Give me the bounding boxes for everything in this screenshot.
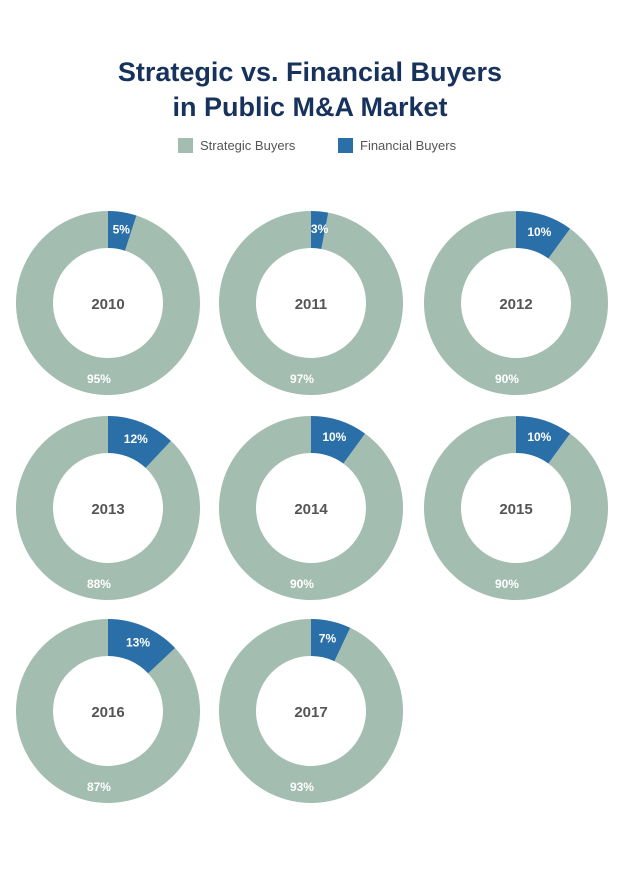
slice-strategic-2016 bbox=[15, 619, 200, 803]
donut-chart-2014: 2014 10% 90% bbox=[218, 416, 403, 600]
financial-value-label-2014: 10% bbox=[322, 430, 346, 444]
financial-value-label-2016: 13% bbox=[126, 636, 150, 650]
year-label-2016: 2016 bbox=[91, 704, 124, 721]
year-label-2011: 2011 bbox=[295, 296, 328, 313]
slice-financial-2013 bbox=[108, 416, 171, 468]
year-label-2013: 2013 bbox=[91, 501, 124, 518]
slice-financial-2010 bbox=[108, 211, 137, 251]
legend-swatch-strategic bbox=[178, 138, 193, 153]
year-label-2010: 2010 bbox=[91, 296, 124, 313]
strategic-value-label-2017: 93% bbox=[290, 780, 314, 794]
financial-value-label-2017: 7% bbox=[319, 631, 337, 645]
year-label-2017: 2017 bbox=[294, 704, 327, 721]
strategic-value-label-2016: 87% bbox=[87, 780, 111, 794]
donut-chart-2017: 2017 7% 93% bbox=[219, 619, 404, 804]
strategic-value-label-2012: 90% bbox=[495, 372, 519, 386]
slice-strategic-2017 bbox=[219, 619, 404, 804]
donut-chart-2010: 2010 5% 95% bbox=[16, 211, 200, 395]
donut-chart-2015: 2015 10% 90% bbox=[424, 416, 608, 600]
slice-financial-2015 bbox=[516, 416, 571, 464]
strategic-value-label-2010: 95% bbox=[87, 372, 111, 386]
donut-chart-2012: 2012 10% 90% bbox=[424, 211, 608, 395]
slice-financial-2014 bbox=[311, 416, 366, 464]
year-label-2014: 2014 bbox=[294, 501, 328, 518]
chart-title-line-1: Strategic vs. Financial Buyers bbox=[117, 57, 503, 87]
strategic-value-label-2011: 97% bbox=[290, 372, 314, 386]
legend-swatch-financial bbox=[338, 138, 353, 153]
legend-item-financial: Financial Buyers bbox=[338, 138, 456, 153]
slice-strategic-2012 bbox=[424, 211, 608, 395]
donut-chart-2013: 2013 12% 88% bbox=[16, 416, 200, 600]
chart-title-line-2: in Public M&A Market bbox=[172, 92, 448, 122]
year-label-2015: 2015 bbox=[499, 501, 532, 518]
legend-item-strategic: Strategic Buyers bbox=[178, 138, 295, 153]
legend-label-financial: Financial Buyers bbox=[360, 138, 457, 153]
financial-value-label-2012: 10% bbox=[527, 225, 551, 239]
slice-financial-2017 bbox=[311, 619, 351, 662]
slice-financial-2016 bbox=[108, 619, 176, 674]
financial-value-label-2011: 3% bbox=[311, 222, 329, 236]
financial-value-label-2015: 10% bbox=[527, 430, 551, 444]
strategic-value-label-2014: 90% bbox=[290, 577, 314, 591]
slice-strategic-2011 bbox=[218, 211, 403, 396]
strategic-value-label-2013: 88% bbox=[87, 577, 111, 591]
slice-financial-2012 bbox=[516, 211, 571, 259]
financial-value-label-2013: 12% bbox=[124, 432, 148, 446]
slice-financial-2011 bbox=[311, 211, 329, 249]
legend-label-strategic: Strategic Buyers bbox=[200, 138, 296, 153]
donut-chart-2011: 2011 3% 97% bbox=[218, 211, 403, 396]
financial-value-label-2010: 5% bbox=[113, 223, 131, 237]
donut-chart-2016: 2016 13% 87% bbox=[15, 619, 200, 803]
year-label-2012: 2012 bbox=[499, 296, 532, 313]
slice-strategic-2010 bbox=[16, 211, 200, 395]
slice-strategic-2014 bbox=[218, 416, 403, 600]
slice-strategic-2013 bbox=[16, 416, 200, 600]
legend: Strategic Buyers Financial Buyers bbox=[0, 138, 620, 158]
slice-strategic-2015 bbox=[424, 416, 608, 600]
strategic-value-label-2015: 90% bbox=[495, 577, 519, 591]
